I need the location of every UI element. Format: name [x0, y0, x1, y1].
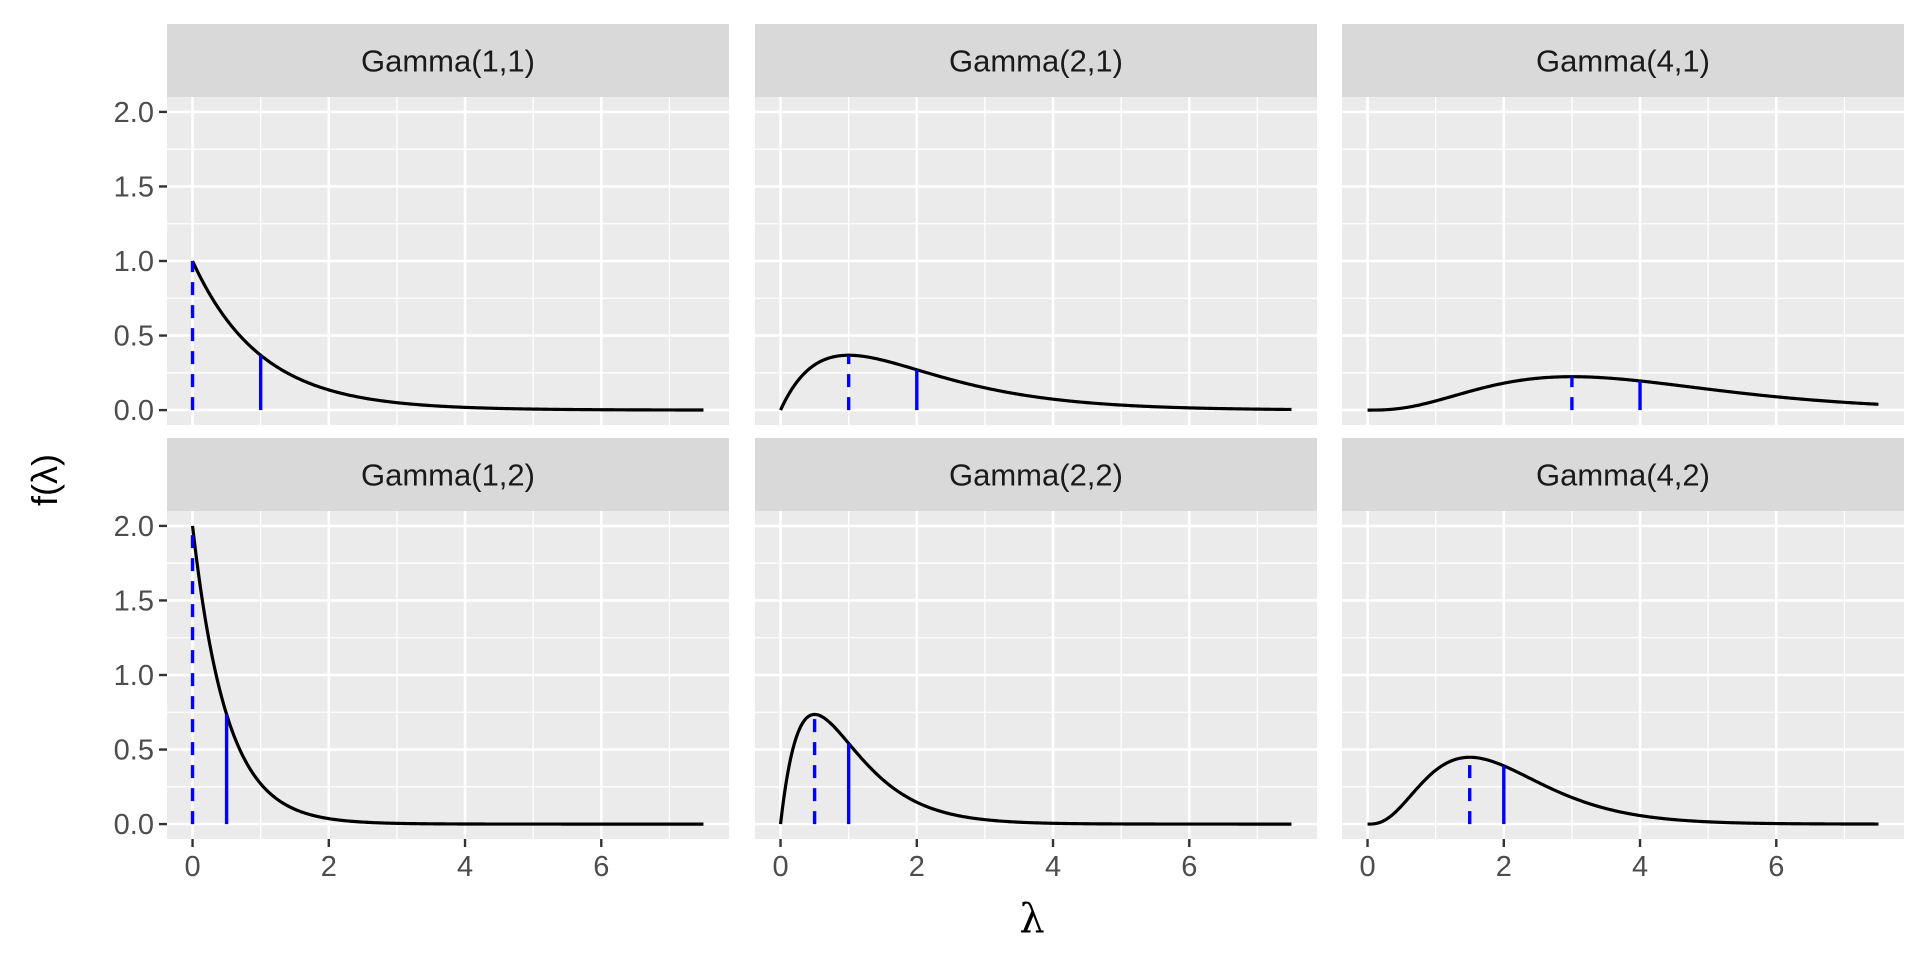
- y-tick-label: 1.0: [114, 660, 154, 692]
- facet-strip-label: Gamma(2,2): [949, 458, 1123, 493]
- density-curve: [779, 353, 1292, 412]
- x-tick-label: 2: [909, 851, 925, 883]
- y-tick-label: 1.5: [114, 585, 154, 617]
- y-tick-label: 2.0: [114, 97, 154, 129]
- x-tick-label: 2: [321, 851, 337, 883]
- y-tick-label: 1.5: [114, 171, 154, 203]
- facet-panel: Gamma(4,2): [1342, 438, 1904, 839]
- density-curve: [1367, 755, 1879, 826]
- facet-strip-label: Gamma(2,1): [949, 44, 1123, 79]
- facet-panel: Gamma(2,1): [755, 24, 1317, 425]
- x-tick-label: 6: [593, 851, 609, 883]
- x-tick-label: 2: [1496, 851, 1512, 883]
- facet-strip: [755, 438, 1317, 511]
- facet-strip: [755, 24, 1317, 97]
- x-tick-label: 6: [1181, 851, 1197, 883]
- y-tick-label: 1.0: [114, 246, 154, 278]
- x-axes-layer: 0 2 4 6 0 2 4 6 0 2 4 6: [184, 839, 1784, 883]
- density-curve: [778, 712, 1292, 826]
- x-axis-title: λ: [1019, 896, 1044, 942]
- x-tick-label: 0: [184, 851, 200, 883]
- facet-strip: [167, 438, 729, 511]
- x-tick-label: 4: [457, 851, 473, 883]
- x-tick-label: 0: [1359, 851, 1375, 883]
- density-curve: [1367, 375, 1879, 412]
- facet-strip-label: Gamma(1,2): [361, 458, 535, 493]
- x-tick-label: 4: [1045, 851, 1061, 883]
- facet-panel: Gamma(1,2): [167, 438, 729, 839]
- y-axis-title: f(λ): [24, 454, 65, 506]
- facet-strip-label: Gamma(4,2): [1536, 458, 1710, 493]
- y-tick-label: 0.5: [114, 321, 154, 353]
- density-curve: [190, 525, 704, 826]
- facet-strip-label: Gamma(4,1): [1536, 44, 1710, 79]
- facet-panel: Gamma(1,1): [167, 24, 729, 425]
- y-axes-layer: 0.0 0.5 1.0 1.5 2.0 0.0 0.5 1.0 1.5 2.0: [114, 97, 167, 841]
- facet-panel: Gamma(2,2): [755, 438, 1317, 839]
- y-tick-label: 0.5: [114, 735, 154, 767]
- facet-strip: [1342, 438, 1904, 511]
- panels-layer: Gamma(1,1) Gamma(2,1) Gamma(4,1) Gamma(1,2)…: [167, 24, 1904, 839]
- facet-strip: [1342, 24, 1904, 97]
- density-curve: [191, 260, 704, 412]
- y-tick-label: 0.0: [114, 395, 154, 427]
- facet-strip-label: Gamma(1,1): [361, 44, 535, 79]
- x-tick-label: 0: [772, 851, 788, 883]
- y-tick-label: 0.0: [114, 809, 154, 841]
- x-tick-label: 6: [1768, 851, 1784, 883]
- x-tick-label: 4: [1632, 851, 1648, 883]
- facet-strip: [167, 24, 729, 97]
- facet-panel: Gamma(4,1): [1342, 24, 1904, 425]
- y-tick-label: 2.0: [114, 511, 154, 543]
